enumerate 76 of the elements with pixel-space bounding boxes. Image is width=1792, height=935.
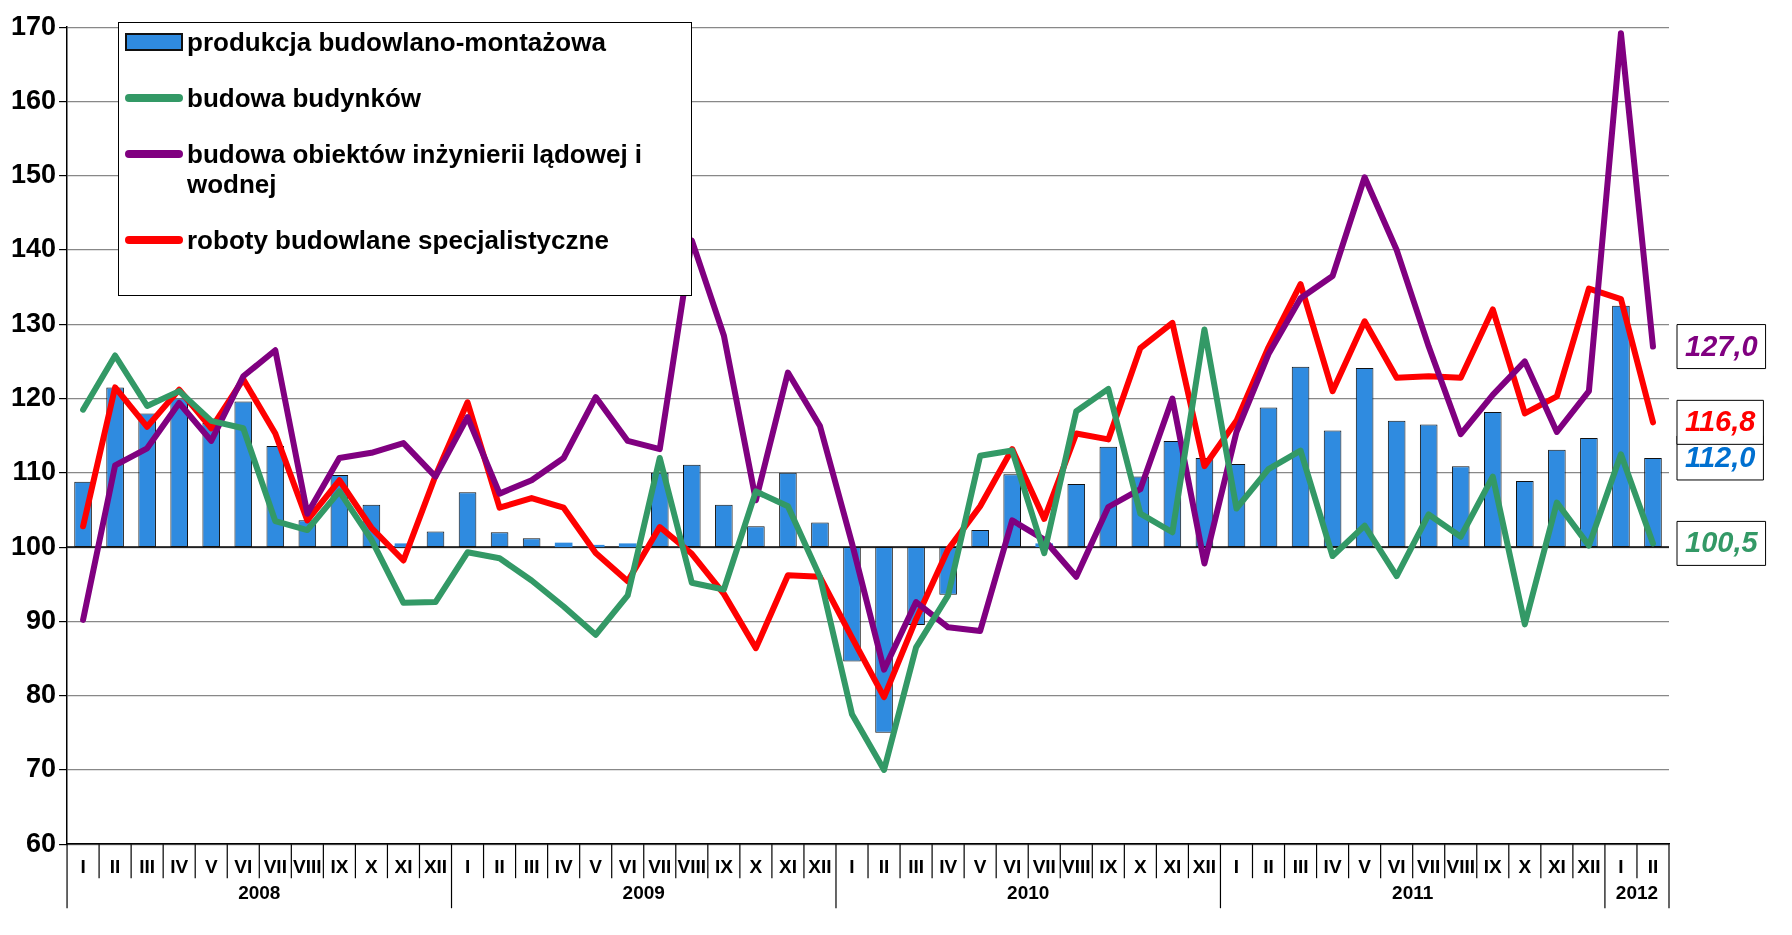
x-tick-label: XI <box>1547 855 1566 877</box>
x-tick-label: II <box>494 855 505 877</box>
x-tick-label: XI <box>778 855 797 877</box>
x-tick-label: VIII <box>293 855 322 877</box>
y-tick-label: 80 <box>26 679 57 710</box>
x-tick-label: IX <box>1099 855 1118 877</box>
x-tick-label: VI <box>1387 855 1406 877</box>
y-tick-label: 70 <box>26 753 57 784</box>
legend-label: produkcja budowlano-montażowa <box>187 27 606 57</box>
x-tick-label: VIII <box>1446 855 1475 877</box>
y-tick-label: 170 <box>10 10 57 41</box>
y-tick-label: 100 <box>10 530 57 561</box>
x-tick-label: I <box>464 855 471 877</box>
x-tick-label: III <box>523 855 540 877</box>
x-tick-label: IV <box>939 855 958 877</box>
text: 127,0 <box>1685 329 1758 362</box>
x-tick-label: XII <box>808 855 832 877</box>
x-tick-label: II <box>878 855 890 877</box>
text: 100,5 <box>1685 526 1759 559</box>
legend-label: roboty budowlane specjalistyczne <box>187 225 609 255</box>
x-tick-label: III <box>1292 855 1309 877</box>
y-tick-label: 150 <box>10 159 57 190</box>
x-tick-label: II <box>109 855 121 877</box>
x-tick-label: IX <box>1483 855 1503 877</box>
x-tick-label: XI <box>394 855 413 877</box>
text: 116,8 <box>1685 405 1757 438</box>
x-tick-label: X <box>365 855 379 877</box>
x-tick-label: IV <box>554 855 573 877</box>
x-tick-label: VI <box>618 855 637 877</box>
x-tick-label: II <box>1263 855 1274 877</box>
y-tick-label: 120 <box>10 382 57 413</box>
x-tick-label: I <box>1618 855 1624 877</box>
y-tick-label: 130 <box>10 307 57 338</box>
text: 2009 <box>622 882 665 904</box>
x-tick-label: XII <box>1192 855 1217 877</box>
x-tick-label: IV <box>1323 855 1342 877</box>
x-tick-label: XII <box>423 855 448 877</box>
x-tick-label: VII <box>1417 855 1441 877</box>
x-tick-label: III <box>139 855 156 877</box>
y-tick-label: 90 <box>26 604 57 635</box>
x-tick-label: X <box>1134 855 1148 877</box>
x-tick-label: X <box>1518 855 1532 877</box>
x-tick-label: XI <box>1163 855 1182 877</box>
x-tick-label: I <box>80 855 86 877</box>
y-tick-label: 160 <box>10 84 57 115</box>
x-tick-label: V <box>204 855 218 877</box>
x-tick-label: I <box>1233 855 1240 877</box>
x-tick-label: V <box>1358 855 1372 877</box>
x-tick-label: VIII <box>1062 855 1091 877</box>
legend-label: budowa budynków <box>187 83 421 113</box>
x-tick-label: V <box>589 855 603 877</box>
text: 2008 <box>238 882 281 904</box>
text: 2012 <box>1615 882 1659 904</box>
y-tick-label: 60 <box>26 827 57 858</box>
text: 2011 <box>1392 882 1434 904</box>
x-tick-label: V <box>973 855 987 877</box>
text: 112,0 <box>1685 440 1756 473</box>
x-tick-label: VII <box>263 855 287 877</box>
legend-label: budowa obiektów inżynierii lądowej i wodnej <box>187 139 644 199</box>
x-tick-label: IV <box>170 855 189 877</box>
x-tick-label: VIII <box>677 855 707 877</box>
x-tick-label: II <box>1647 855 1659 877</box>
y-tick-label: 140 <box>10 233 57 264</box>
x-tick-label: VI <box>234 855 253 877</box>
text: 2010 <box>1007 882 1050 904</box>
x-tick-label: VI <box>1003 855 1022 877</box>
x-tick-label: III <box>908 855 924 877</box>
bar <box>618 543 637 548</box>
x-tick-label: VII <box>1032 855 1056 877</box>
x-tick-label: VII <box>648 855 672 877</box>
x-tick-label: XII <box>1577 855 1601 877</box>
x-tick-label: IX <box>330 855 349 877</box>
x-tick-label: X <box>749 855 763 877</box>
y-tick-label: 110 <box>12 456 57 487</box>
x-tick-label: I <box>849 855 855 877</box>
x-tick-label: IX <box>714 855 734 877</box>
